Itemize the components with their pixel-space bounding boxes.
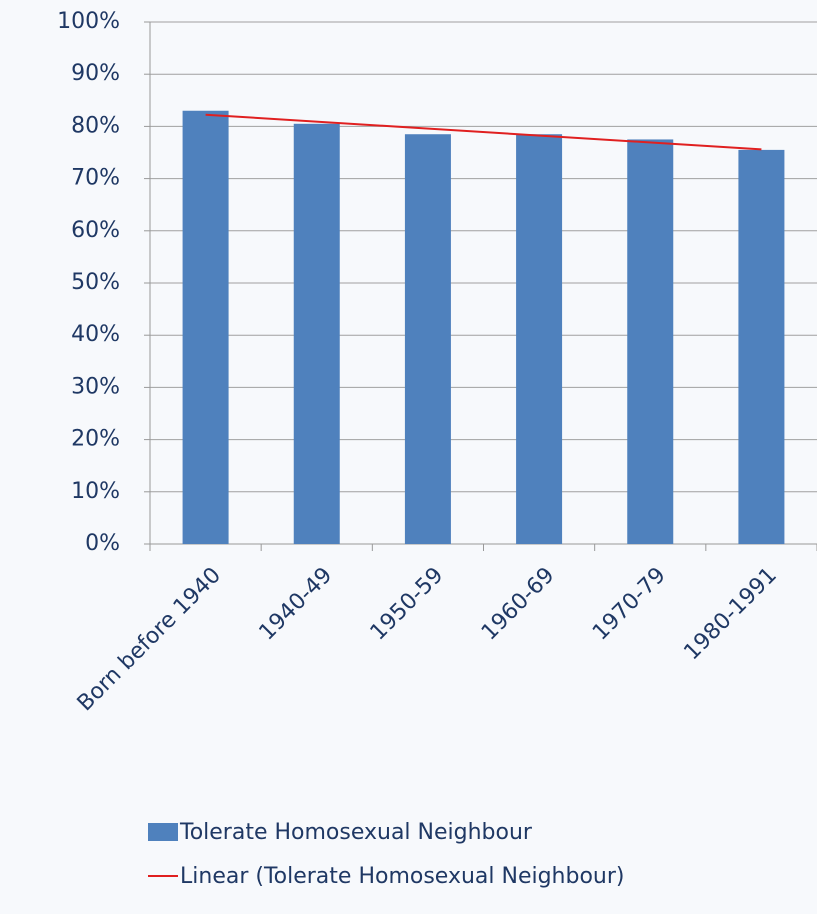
legend-label: Tolerate Homosexual Neighbour [179,820,533,845]
y-tick-label: 20% [71,427,120,452]
x-tick-label: 1960-69 [477,563,560,646]
y-tick-label: 100% [57,9,120,34]
bar [182,110,229,545]
y-tick-label: 60% [71,218,120,243]
bar [516,134,563,545]
y-tick-label: 80% [71,113,120,138]
trendline [205,113,762,151]
y-tick-label: 30% [71,374,120,399]
bar [738,149,785,544]
y-tick-label: 70% [71,166,120,191]
y-tick-label: 0% [85,531,120,556]
x-tick-label: 1950-59 [366,563,449,646]
x-tick-label: 1980-1991 [679,563,781,665]
legend-label: Linear (Tolerate Homosexual Neighbour) [180,864,625,889]
bar [293,123,340,544]
y-tick-label: 90% [71,61,120,86]
bar [627,139,674,544]
x-tick-label: 1970-79 [588,563,671,646]
x-tick-label: Born before 1940 [73,563,226,716]
bar [404,134,451,545]
x-tick-label: 1940-49 [255,563,338,646]
y-tick-label: 10% [71,479,120,504]
legend-swatch [148,823,178,841]
y-tick-label: 40% [71,322,120,347]
y-tick-label: 50% [71,270,120,295]
